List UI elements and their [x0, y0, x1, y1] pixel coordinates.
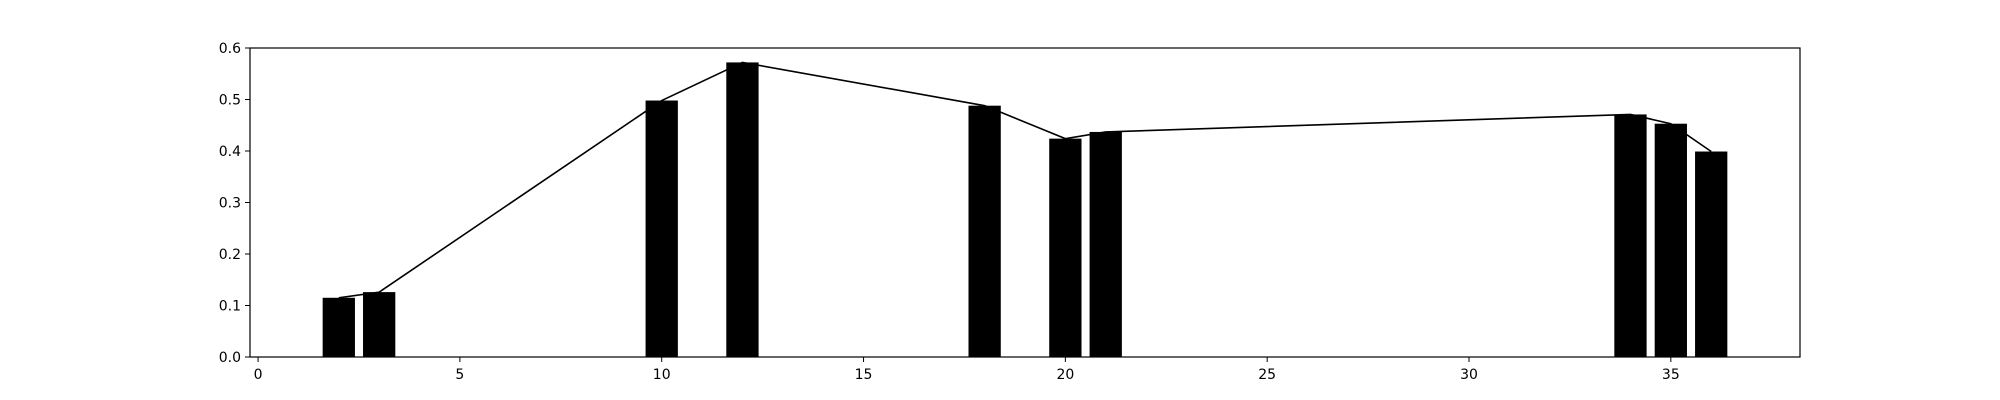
x-tick-label: 30: [1460, 367, 1478, 383]
plot-frame: [249, 47, 1801, 358]
x-tick-label: 35: [1662, 367, 1680, 383]
x-tick-label: 0: [254, 367, 263, 383]
bar-x-36: [1695, 151, 1728, 357]
bar-x-34: [1614, 114, 1647, 357]
y-tick-label: 0.4: [219, 144, 241, 160]
y-tick-label: 0.1: [219, 299, 241, 315]
bar-x-12: [726, 62, 759, 358]
y-tick-label: 0.6: [219, 41, 241, 57]
series-line: [338, 61, 1712, 299]
bar-x-2: [322, 297, 355, 357]
line-overlay-group: [338, 61, 1712, 299]
x-tick-label: 20: [1056, 367, 1074, 383]
bar-x-20: [1049, 138, 1082, 357]
x-tick-label: 15: [855, 367, 873, 383]
y-tick-label: 0.2: [219, 247, 241, 263]
bar-x-35: [1654, 123, 1687, 357]
bar-x-3: [363, 292, 396, 357]
y-tick-label: 0.5: [219, 93, 241, 109]
y-axis: 0.0 0.1 0.2 0.3 0.4 0.5 0.6: [219, 41, 250, 366]
x-tick-label: 25: [1258, 367, 1276, 383]
x-tick-label: 10: [653, 367, 671, 383]
bar-x-10: [645, 100, 678, 357]
y-tick-label: 0.3: [219, 196, 241, 212]
bar-x-21: [1089, 131, 1122, 357]
bar-x-18: [968, 105, 1001, 358]
bars-group: [322, 62, 1728, 358]
x-tick-label: 5: [455, 367, 464, 383]
x-axis: 0 5 10 15 20 25 30 35: [254, 357, 1680, 383]
y-tick-label: 0.0: [219, 350, 241, 366]
